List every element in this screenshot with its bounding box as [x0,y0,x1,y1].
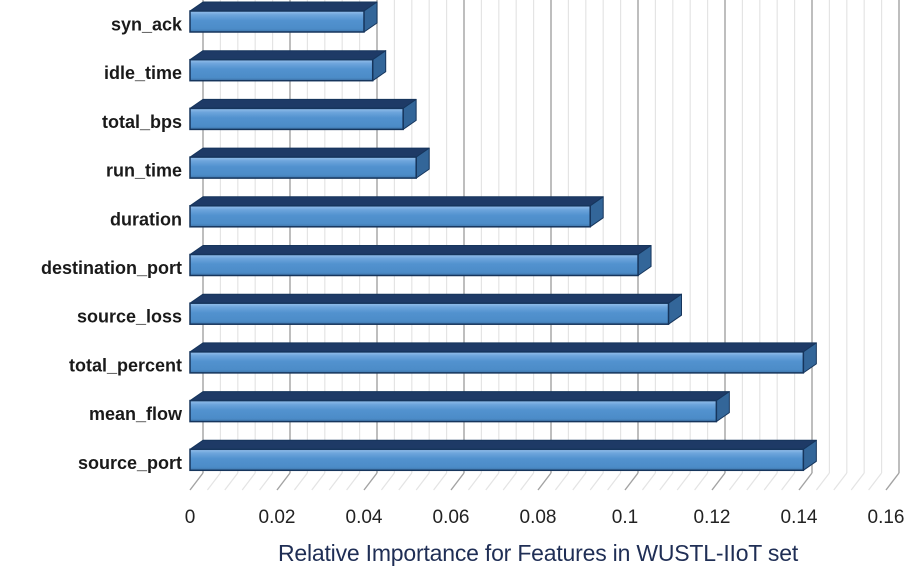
floor-tick [554,472,569,491]
floor-tick [520,472,535,491]
floor-tick [189,472,204,491]
category-label: total_bps [102,112,182,132]
floor-tick [607,472,622,491]
floor-tick [711,472,726,491]
floor-tick [624,472,639,491]
floor-tick [485,472,500,491]
floor-tick [798,472,813,491]
x-tick-label: 0.16 [868,507,905,528]
floor-tick [885,472,900,491]
floor-tick [572,472,587,491]
floor-tick [206,472,221,491]
floor-tick [537,472,552,491]
bar-front-face [189,399,718,423]
floor-tick [259,472,274,491]
floor-tick [467,472,482,491]
floor-tick [241,472,256,491]
category-label: idle_time [104,63,182,83]
floor-tick [346,472,361,491]
floor-tick [868,472,883,491]
bar-front-face [189,10,365,33]
floor-tick [415,472,430,491]
category-label: syn_ack [111,15,183,35]
floor-tick [641,472,656,491]
floor-tick [328,472,343,491]
x-tick-label: 0.12 [694,507,731,528]
bar-front-face [189,156,417,179]
floor-tick [781,472,796,491]
x-tick-label: 0.04 [346,507,383,528]
bar-front-face [189,351,805,374]
floor-tick [659,472,674,491]
bar-top-face [189,391,730,402]
x-tick-label: 0.14 [781,507,818,528]
floor-tick [398,472,413,491]
bar-front-face [189,107,404,131]
bar-top-face [189,245,652,255]
bar-front-face [189,302,670,325]
bar-front-face [189,58,374,82]
floor-tick [676,472,691,491]
bar-top-face [189,196,604,207]
floor-tick [746,472,761,491]
x-tick-label: 0.02 [259,507,296,528]
bar-top-face [189,293,682,304]
floor-tick [311,472,326,491]
floor-tick [450,472,465,491]
category-label: mean_flow [89,404,183,424]
category-label: duration [110,209,182,229]
floor-tick [276,472,291,491]
x-tick-label: 0.1 [612,507,638,528]
bar-top-face [189,439,817,450]
floor-tick [589,472,604,491]
floor-tick [293,472,308,491]
category-label: total_percent [69,355,182,375]
floor-tick [833,472,848,491]
floor-tick [728,472,743,491]
x-tick-label: 0.08 [520,507,557,528]
category-label: run_time [106,161,182,181]
category-label: destination_port [41,258,182,278]
x-tick-label: 0.06 [433,507,470,528]
bar-top-face [189,98,417,109]
floor-tick [224,472,239,491]
floor-tick [363,472,378,491]
floor-tick [815,472,830,491]
bar-front-face [189,448,805,472]
bar-top-face [189,1,378,12]
floor-tick [502,472,517,491]
floor-tick [850,472,865,491]
floor-tick [433,472,448,491]
bar-top-face [189,147,430,158]
floor-tick [763,472,778,491]
bar-front-face [189,205,591,228]
floor-tick [380,472,395,491]
bar-top-face [189,342,817,353]
category-label: source_loss [77,307,182,327]
chart-title: Relative Importance for Features in WUST… [277,540,799,566]
category-label: source_port [78,453,182,473]
floor-tick [694,472,709,491]
x-tick-label: 0 [185,507,196,528]
bar-front-face [189,253,639,277]
bar-top-face [189,50,387,61]
